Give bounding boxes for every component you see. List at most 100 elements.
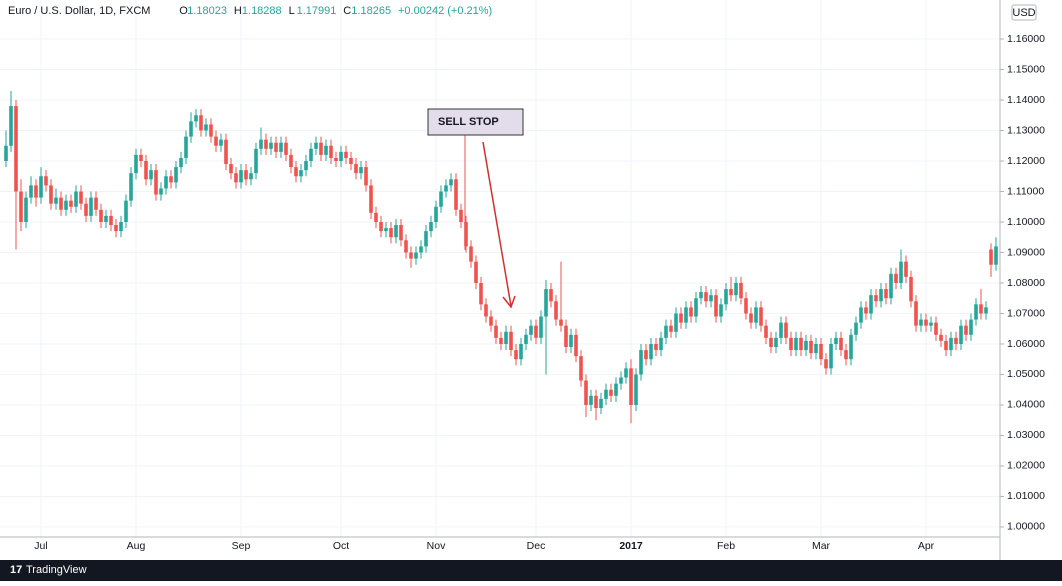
candle-body bbox=[479, 282, 483, 305]
candle-body bbox=[569, 334, 573, 348]
y-tick-label: 1.11000 bbox=[1007, 185, 1044, 197]
candle-body bbox=[904, 261, 908, 277]
candle-body bbox=[314, 142, 318, 149]
candle-body bbox=[849, 334, 853, 360]
y-tick-label: 1.00000 bbox=[1007, 521, 1045, 533]
quote-label: O bbox=[179, 5, 188, 17]
candle-body bbox=[854, 322, 858, 335]
candle-body bbox=[804, 340, 808, 351]
candle-body bbox=[484, 304, 488, 317]
candle-body bbox=[809, 340, 813, 354]
candle-body bbox=[579, 356, 583, 381]
candle-body bbox=[544, 289, 548, 317]
candle-body bbox=[244, 170, 248, 180]
candle-body bbox=[99, 209, 103, 222]
candle-body bbox=[284, 142, 288, 155]
candle-body bbox=[219, 139, 223, 146]
candle-body bbox=[889, 273, 893, 299]
y-tick-label: 1.16000 bbox=[1007, 33, 1045, 45]
annotation: SELL STOP bbox=[427, 108, 524, 309]
candle-body bbox=[954, 337, 958, 344]
candle-body bbox=[724, 289, 728, 305]
candle-body bbox=[944, 340, 948, 351]
candle-body bbox=[774, 337, 778, 348]
candle-body bbox=[254, 148, 258, 174]
candle-body bbox=[44, 176, 48, 186]
candle-body bbox=[894, 273, 898, 283]
candle-body bbox=[434, 206, 438, 222]
candle-body bbox=[144, 161, 148, 180]
candle-body bbox=[364, 167, 368, 186]
quote-label: C bbox=[343, 5, 351, 17]
candle-body bbox=[59, 197, 63, 210]
candle-body bbox=[969, 319, 973, 335]
candle-body bbox=[289, 154, 293, 168]
candle-body bbox=[734, 282, 738, 296]
candle-body bbox=[264, 139, 268, 149]
x-tick-label: Nov bbox=[427, 540, 446, 552]
candle-body bbox=[924, 319, 928, 326]
candle-body bbox=[539, 316, 543, 338]
candle-body bbox=[614, 383, 618, 396]
candle-body bbox=[784, 322, 788, 338]
candle-body bbox=[529, 325, 533, 335]
candle-body bbox=[239, 170, 243, 183]
candle-body bbox=[134, 154, 138, 174]
candle-body bbox=[794, 337, 798, 351]
candle-body bbox=[269, 142, 273, 149]
currency[interactable]: USD bbox=[1012, 7, 1035, 19]
candle-body bbox=[194, 115, 198, 122]
candle-body bbox=[374, 212, 378, 222]
candle-body bbox=[489, 316, 493, 326]
candle-body bbox=[84, 203, 88, 216]
candle-body bbox=[394, 225, 398, 238]
candle-body bbox=[744, 298, 748, 314]
candle-body bbox=[14, 106, 18, 192]
candle-body bbox=[844, 350, 848, 360]
candle-body bbox=[779, 322, 783, 338]
y-tick-label: 1.08000 bbox=[1007, 277, 1045, 289]
candle-body bbox=[369, 185, 373, 213]
candle-body bbox=[274, 142, 278, 152]
x-tick-label: 2017 bbox=[619, 540, 643, 552]
candle-body bbox=[819, 343, 823, 360]
candle-body bbox=[499, 337, 503, 344]
candle-body bbox=[639, 350, 643, 375]
candles bbox=[4, 90, 998, 424]
candle-body bbox=[209, 124, 213, 137]
x-tick-label: Aug bbox=[127, 540, 146, 552]
candle-body bbox=[504, 331, 508, 344]
quote-value: 1.18288 bbox=[242, 5, 282, 17]
candle-body bbox=[739, 282, 743, 299]
currency-badge[interactable] bbox=[1011, 4, 1037, 21]
y-tick-label: 1.02000 bbox=[1007, 460, 1045, 472]
candle-body bbox=[834, 337, 838, 344]
candle-body bbox=[934, 322, 938, 335]
candle-body bbox=[79, 191, 83, 204]
candle-body bbox=[619, 377, 623, 384]
candle-body bbox=[414, 252, 418, 259]
candle-body bbox=[979, 304, 983, 314]
candle-body bbox=[879, 289, 883, 302]
x-tick-label: Jul bbox=[34, 540, 47, 552]
candle-body bbox=[909, 276, 913, 302]
candle-body bbox=[334, 157, 338, 162]
candle-body bbox=[204, 124, 208, 131]
candle-body bbox=[299, 170, 303, 177]
candle-body bbox=[109, 215, 113, 226]
candle-body bbox=[249, 173, 253, 180]
candle-body bbox=[659, 337, 663, 351]
candle-body bbox=[399, 225, 403, 241]
quote-change: +0.00242 (+0.21%) bbox=[398, 5, 492, 17]
y-tick-label: 1.10000 bbox=[1007, 216, 1045, 228]
candle-body bbox=[949, 337, 953, 351]
candle-body bbox=[899, 261, 903, 283]
quote-label: H bbox=[234, 5, 242, 17]
candle-body bbox=[229, 164, 233, 174]
candle-body bbox=[389, 228, 393, 238]
candle-body bbox=[824, 359, 828, 369]
candle-body bbox=[649, 343, 653, 360]
candle-body bbox=[654, 343, 658, 351]
